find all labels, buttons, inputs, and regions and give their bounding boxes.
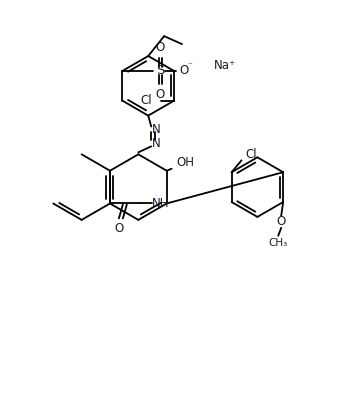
Text: Cl: Cl	[246, 148, 257, 161]
Text: ⁻: ⁻	[188, 62, 192, 70]
Text: Cl: Cl	[140, 94, 152, 107]
Text: O: O	[179, 64, 189, 77]
Text: S: S	[156, 64, 165, 77]
Text: Na⁺: Na⁺	[213, 60, 236, 72]
Text: N: N	[152, 137, 161, 150]
Text: O: O	[114, 222, 123, 235]
Text: O: O	[156, 40, 165, 53]
Text: O: O	[276, 215, 286, 228]
Text: CH₃: CH₃	[269, 238, 288, 248]
Text: O: O	[156, 88, 165, 101]
Text: N: N	[152, 123, 161, 136]
Text: NH: NH	[152, 197, 169, 210]
Text: OH: OH	[176, 156, 194, 169]
